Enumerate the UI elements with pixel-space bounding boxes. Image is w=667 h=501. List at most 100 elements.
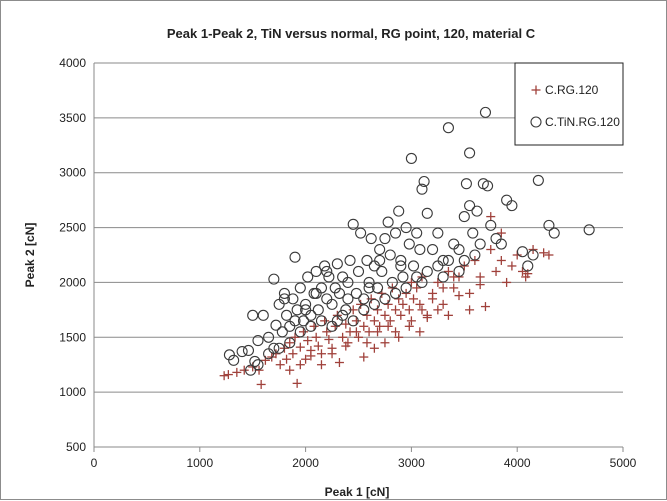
data-point-c-tin-rg-120 xyxy=(300,304,312,316)
data-point-c-tin-rg-120 xyxy=(331,258,343,270)
data-point-c-tin-rg-120 xyxy=(397,271,409,283)
data-point-c-tin-rg-120 xyxy=(418,175,430,188)
x-tick-label: 4000 xyxy=(504,456,531,470)
data-point-c-rg-120 xyxy=(398,299,408,309)
data-point-c-rg-120 xyxy=(383,321,393,331)
data-point-c-tin-rg-120 xyxy=(464,200,476,212)
x-tick-label: 0 xyxy=(91,456,98,470)
data-point-c-tin-rg-120 xyxy=(532,174,544,186)
data-point-c-rg-120 xyxy=(306,351,316,361)
data-point-c-tin-rg-120 xyxy=(361,254,373,267)
data-point-c-rg-120 xyxy=(507,261,517,271)
data-point-c-tin-rg-120 xyxy=(321,293,333,305)
data-point-c-tin-rg-120 xyxy=(278,293,290,305)
data-point-c-rg-120 xyxy=(417,305,427,315)
data-point-c-tin-rg-120 xyxy=(432,227,444,239)
chart-title: Peak 1-Peak 2, TiN versus normal, RG poi… xyxy=(167,26,536,41)
data-point-c-rg-120 xyxy=(239,365,249,375)
data-point-c-tin-rg-120 xyxy=(287,293,299,305)
data-point-c-tin-rg-120 xyxy=(268,342,280,354)
data-point-c-rg-120 xyxy=(422,313,432,323)
data-point-c-tin-rg-120 xyxy=(281,309,293,321)
data-point-c-tin-rg-120 xyxy=(471,205,483,217)
data-point-c-rg-120 xyxy=(438,283,448,293)
data-point-c-rg-120 xyxy=(348,305,358,315)
data-point-c-rg-120 xyxy=(404,321,414,331)
data-point-c-tin-rg-120 xyxy=(376,265,388,278)
data-point-c-tin-rg-120 xyxy=(458,211,470,223)
data-point-c-rg-120 xyxy=(433,305,443,315)
data-point-c-tin-rg-120 xyxy=(416,276,428,288)
data-point-c-tin-rg-120 xyxy=(358,304,370,316)
data-point-c-rg-120 xyxy=(313,341,323,351)
data-point-c-tin-rg-120 xyxy=(284,337,296,349)
data-point-c-tin-rg-120 xyxy=(453,265,465,278)
data-point-c-rg-120 xyxy=(491,266,501,276)
data-point-c-tin-rg-120 xyxy=(319,260,331,272)
data-point-c-tin-rg-120 xyxy=(458,254,470,267)
data-point-c-tin-rg-120 xyxy=(522,260,534,272)
data-point-c-rg-120 xyxy=(351,327,361,337)
data-point-c-tin-rg-120 xyxy=(453,243,465,256)
data-point-c-tin-rg-120 xyxy=(400,282,412,294)
legend-plus-glyph xyxy=(531,85,541,95)
data-point-c-tin-rg-120 xyxy=(469,249,481,261)
data-point-c-tin-rg-120 xyxy=(273,342,285,354)
legend-label-c-tin-rg-120: C.TiN.RG.120 xyxy=(545,115,620,129)
y-tick-label: 1000 xyxy=(59,385,86,399)
data-point-c-tin-rg-120 xyxy=(405,152,417,165)
data-point-c-rg-120 xyxy=(443,266,453,276)
data-point-c-rg-120 xyxy=(406,277,416,287)
data-point-c-rg-120 xyxy=(394,332,404,342)
data-point-c-rg-120 xyxy=(396,310,406,320)
data-point-c-rg-120 xyxy=(415,327,425,337)
data-point-c-tin-rg-120 xyxy=(284,320,296,332)
data-point-c-tin-rg-120 xyxy=(432,260,444,272)
data-point-c-tin-rg-120 xyxy=(236,345,248,358)
data-point-c-tin-rg-120 xyxy=(323,271,335,283)
data-point-c-tin-rg-120 xyxy=(347,218,359,230)
data-point-c-rg-120 xyxy=(409,294,419,304)
data-point-c-rg-120 xyxy=(380,310,390,320)
data-point-c-tin-rg-120 xyxy=(252,335,264,347)
data-point-c-tin-rg-120 xyxy=(516,246,529,258)
data-point-c-tin-rg-120 xyxy=(467,227,479,239)
data-point-c-rg-120 xyxy=(320,316,330,326)
data-point-c-tin-rg-120 xyxy=(305,320,317,332)
data-point-c-tin-rg-120 xyxy=(442,122,454,134)
data-point-c-rg-120 xyxy=(359,321,369,331)
data-point-c-tin-rg-120 xyxy=(474,238,486,250)
data-point-c-tin-rg-120 xyxy=(305,309,317,321)
data-point-c-tin-rg-120 xyxy=(403,238,415,250)
data-point-c-tin-rg-120 xyxy=(337,271,349,283)
data-point-c-tin-rg-120 xyxy=(355,227,367,239)
data-point-c-rg-120 xyxy=(285,338,295,348)
data-point-c-tin-rg-120 xyxy=(374,243,386,256)
data-point-c-rg-120 xyxy=(385,316,395,326)
data-point-c-tin-rg-120 xyxy=(501,194,513,206)
data-point-c-tin-rg-120 xyxy=(268,273,280,285)
data-point-c-rg-120 xyxy=(334,358,344,368)
data-point-c-tin-rg-120 xyxy=(344,254,356,267)
data-point-c-tin-rg-120 xyxy=(340,304,352,316)
data-point-c-tin-rg-120 xyxy=(333,287,346,299)
data-point-c-tin-rg-120 xyxy=(407,260,420,272)
data-point-c-tin-rg-120 xyxy=(315,315,328,327)
data-point-c-rg-120 xyxy=(443,310,453,320)
data-point-c-rg-120 xyxy=(449,272,459,282)
data-point-c-tin-rg-120 xyxy=(289,251,301,263)
data-point-c-rg-120 xyxy=(412,283,422,293)
data-point-c-tin-rg-120 xyxy=(294,326,306,338)
data-point-c-tin-rg-120 xyxy=(427,243,439,256)
data-point-c-tin-rg-120 xyxy=(379,293,391,305)
legend-item-c-rg-120: C.RG.120 xyxy=(531,83,599,97)
legend-label-c-rg-120: C.RG.120 xyxy=(545,83,599,97)
data-point-c-tin-rg-120 xyxy=(414,243,426,256)
data-point-c-tin-rg-120 xyxy=(393,205,405,217)
y-axis-title: Peak 2 [cN] xyxy=(23,223,37,288)
data-point-c-tin-rg-120 xyxy=(400,222,412,234)
data-point-c-rg-120 xyxy=(438,299,448,309)
data-point-c-tin-rg-120 xyxy=(350,287,362,299)
data-point-c-rg-120 xyxy=(391,305,401,315)
data-point-c-tin-rg-120 xyxy=(389,287,402,299)
